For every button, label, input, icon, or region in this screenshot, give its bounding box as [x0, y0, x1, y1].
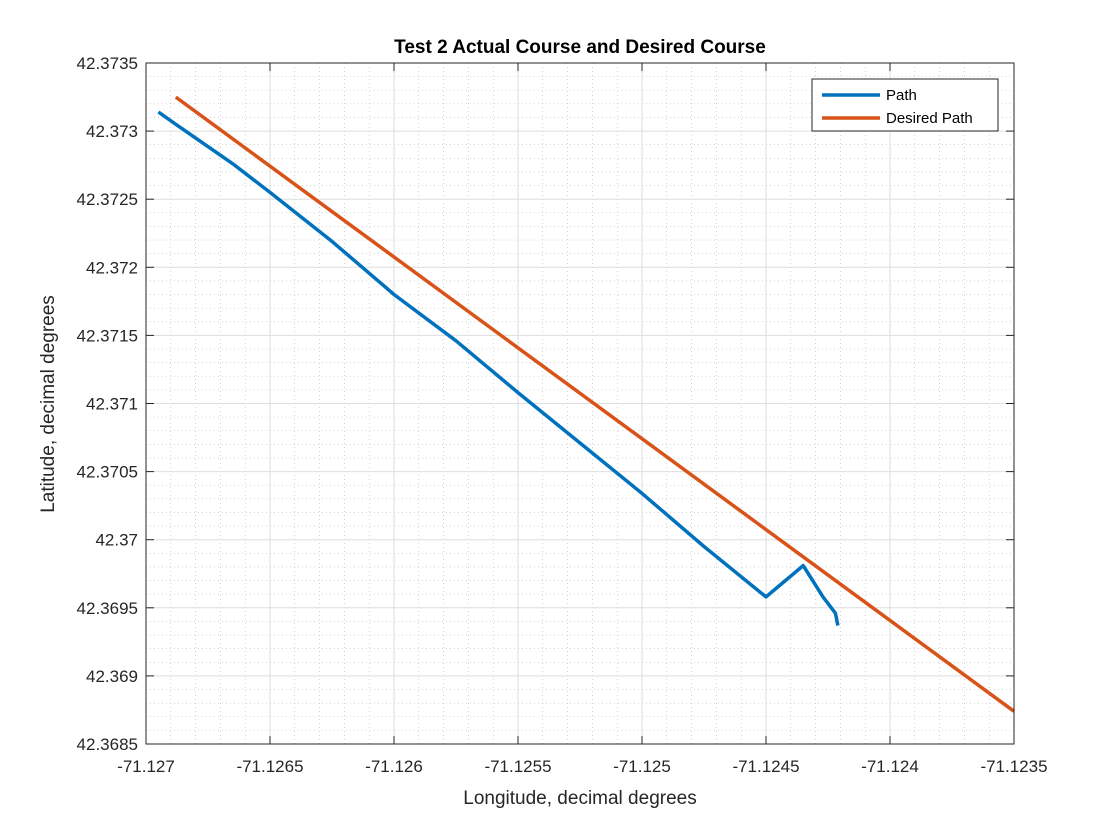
- series-line-desired-path: [174, 95, 1016, 713]
- y-tick-label: 42.3705: [77, 463, 138, 482]
- y-tick-label: 42.373: [86, 122, 138, 141]
- y-tick-label: 42.3695: [77, 599, 138, 618]
- y-tick-label: 42.3685: [77, 735, 138, 754]
- x-tick-label: -71.126: [365, 757, 423, 776]
- x-tick-label: -71.1255: [484, 757, 551, 776]
- y-tick-label: 42.371: [86, 395, 138, 414]
- y-tick-label: 42.372: [86, 258, 138, 277]
- plot-area: [157, 95, 1016, 713]
- x-tick-label: -71.125: [613, 757, 671, 776]
- y-tick-label: 42.369: [86, 667, 138, 686]
- x-tick-label: -71.1245: [732, 757, 799, 776]
- y-axis-label: Latitude, decimal degrees: [38, 295, 59, 513]
- legend: Path Desired Path: [811, 78, 999, 132]
- axis-ticks: -71.127 -71.1265 -71.126 -71.1255 -71.125 -71…: [77, 54, 1048, 776]
- series-line-path: [157, 110, 840, 626]
- y-tick-label: 42.3715: [77, 326, 138, 345]
- x-tick-label: -71.127: [117, 757, 175, 776]
- legend-box: [811, 78, 999, 132]
- x-tick-label: -71.124: [861, 757, 919, 776]
- legend-path-label: Path: [886, 87, 917, 104]
- x-axis-label: Longitude, decimal degrees: [463, 788, 696, 809]
- y-tick-label: 42.3735: [77, 54, 138, 73]
- x-tick-label: -71.1235: [980, 757, 1047, 776]
- y-tick-label: 42.37: [95, 531, 138, 550]
- y-tick-label: 42.3725: [77, 190, 138, 209]
- legend-desired-path-label: Desired Path: [886, 110, 973, 127]
- x-tick-label: -71.1265: [236, 757, 303, 776]
- chart-title: Test 2 Actual Course and Desired Course: [394, 37, 766, 58]
